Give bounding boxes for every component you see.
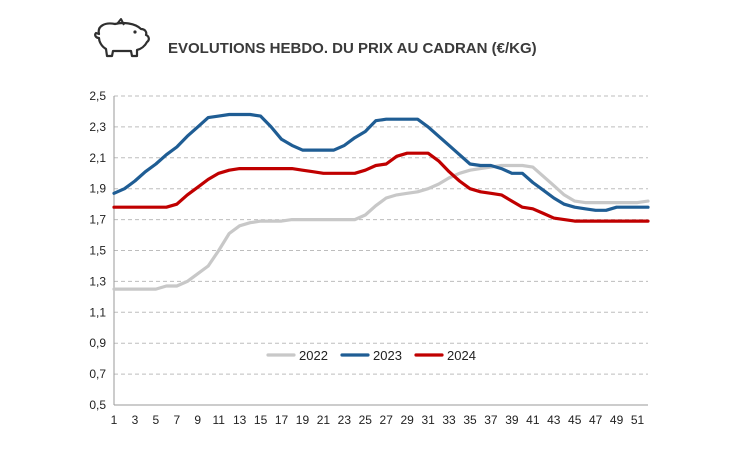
x-tick-label: 49 bbox=[610, 413, 624, 427]
legend-label-2022: 2022 bbox=[299, 348, 328, 363]
x-tick-label: 23 bbox=[338, 413, 352, 427]
pig-icon bbox=[94, 18, 150, 58]
y-tick-label: 0,5 bbox=[89, 398, 106, 412]
x-tick-label: 9 bbox=[194, 413, 201, 427]
y-tick-label: 1,5 bbox=[89, 244, 106, 258]
x-tick-label: 7 bbox=[173, 413, 180, 427]
x-tick-label: 37 bbox=[484, 413, 498, 427]
chart-title: EVOLUTIONS HEBDO. DU PRIX AU CADRAN (€/K… bbox=[168, 40, 537, 57]
x-tick-label: 47 bbox=[589, 413, 603, 427]
y-tick-label: 1,7 bbox=[89, 213, 106, 227]
y-tick-label: 2,1 bbox=[89, 151, 106, 165]
x-tick-label: 15 bbox=[254, 413, 268, 427]
legend-label-2024: 2024 bbox=[447, 348, 476, 363]
series-line-2022 bbox=[112, 163, 650, 291]
x-axis-tick-labels: 1 3 5 7 9 11 13 15 17 19 21 23 25 27 29 31 33 35 37 39 41 43 4… bbox=[111, 413, 645, 427]
y-axis-tick-labels: 0,5 0,7 0,9 1,1 1,3 1,5 1,7 1,9 2,1 2,3 2,5 bbox=[89, 89, 106, 412]
axes bbox=[113, 96, 648, 406]
y-tick-label: 0,9 bbox=[89, 336, 106, 350]
x-tick-label: 35 bbox=[463, 413, 477, 427]
y-tick-label: 1,9 bbox=[89, 182, 106, 196]
x-tick-label: 29 bbox=[400, 413, 414, 427]
x-tick-label: 41 bbox=[526, 413, 540, 427]
x-tick-label: 11 bbox=[212, 413, 225, 427]
x-tick-label: 33 bbox=[442, 413, 456, 427]
x-tick-label: 17 bbox=[275, 413, 289, 427]
x-tick-label: 39 bbox=[505, 413, 519, 427]
x-tick-label: 31 bbox=[421, 413, 435, 427]
y-tick-label: 2,3 bbox=[89, 120, 106, 134]
legend: 2022 2023 2024 bbox=[266, 348, 476, 363]
series-line-2024 bbox=[112, 151, 650, 223]
x-tick-label: 19 bbox=[296, 413, 310, 427]
x-tick-label: 45 bbox=[568, 413, 582, 427]
x-tick-label: 1 bbox=[111, 413, 118, 427]
gridlines bbox=[114, 95, 648, 375]
x-tick-label: 3 bbox=[132, 413, 139, 427]
series-lines bbox=[112, 112, 650, 291]
x-tick-label: 25 bbox=[359, 413, 373, 427]
legend-label-2023: 2023 bbox=[373, 348, 402, 363]
x-tick-label: 5 bbox=[153, 413, 160, 427]
x-tick-label: 13 bbox=[233, 413, 247, 427]
x-tick-label: 51 bbox=[631, 413, 645, 427]
y-tick-label: 1,1 bbox=[89, 305, 106, 319]
y-tick-label: 0,7 bbox=[89, 367, 106, 381]
series-line-2023 bbox=[112, 112, 650, 212]
x-tick-label: 27 bbox=[380, 413, 394, 427]
y-tick-label: 2,5 bbox=[89, 89, 106, 103]
y-tick-label: 1,3 bbox=[89, 274, 106, 288]
x-tick-label: 43 bbox=[547, 413, 561, 427]
x-tick-label: 21 bbox=[317, 413, 331, 427]
